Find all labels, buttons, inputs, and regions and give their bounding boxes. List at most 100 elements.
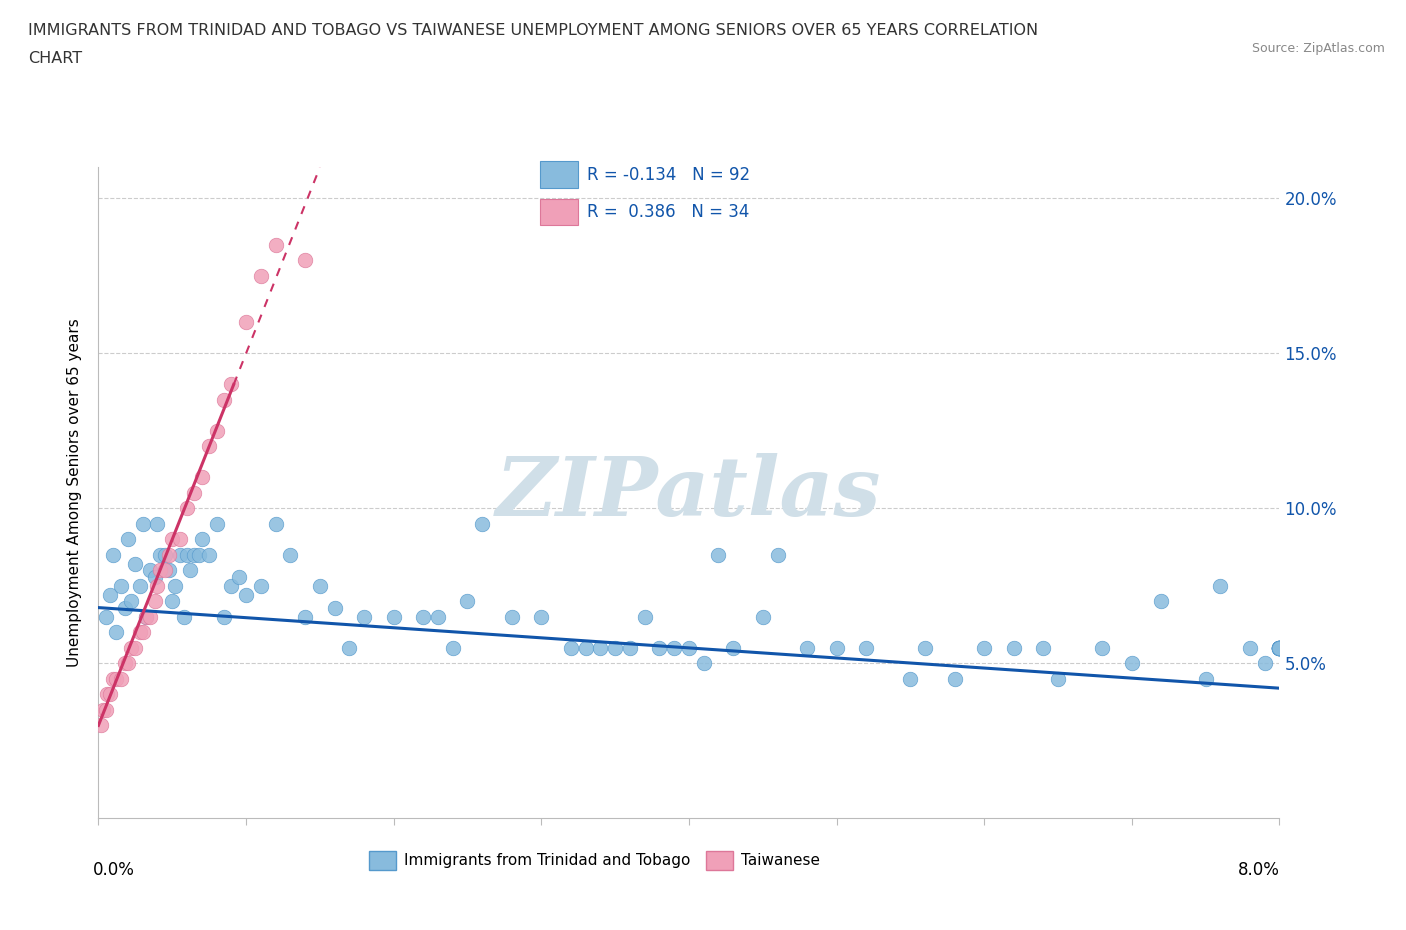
Point bbox=[664, 641, 686, 656]
Point bbox=[1268, 641, 1291, 656]
Point bbox=[973, 641, 995, 656]
Point bbox=[427, 609, 450, 624]
Point bbox=[1268, 641, 1291, 656]
Point bbox=[205, 423, 228, 438]
Point bbox=[105, 625, 128, 640]
Point bbox=[648, 641, 671, 656]
Point bbox=[105, 671, 128, 686]
Point bbox=[723, 641, 745, 656]
Point bbox=[294, 609, 316, 624]
Point bbox=[457, 594, 479, 609]
Point bbox=[143, 569, 166, 584]
Text: IMMIGRANTS FROM TRINIDAD AND TOBAGO VS TAIWANESE UNEMPLOYMENT AMONG SENIORS OVER: IMMIGRANTS FROM TRINIDAD AND TOBAGO VS T… bbox=[28, 23, 1038, 38]
Point bbox=[605, 641, 627, 656]
Point bbox=[90, 718, 112, 733]
Point bbox=[619, 641, 641, 656]
Point bbox=[1046, 671, 1070, 686]
Point bbox=[146, 578, 169, 593]
Point bbox=[169, 532, 191, 547]
Point bbox=[132, 516, 155, 531]
Text: R =  0.386   N = 34: R = 0.386 N = 34 bbox=[586, 203, 749, 221]
Point bbox=[943, 671, 966, 686]
Point bbox=[382, 609, 405, 624]
Point bbox=[250, 269, 273, 284]
Point bbox=[1195, 671, 1218, 686]
Text: 8.0%: 8.0% bbox=[1237, 861, 1279, 879]
Text: R = -0.134   N = 92: R = -0.134 N = 92 bbox=[586, 166, 749, 184]
Point bbox=[693, 656, 716, 671]
Point bbox=[353, 609, 375, 624]
Point bbox=[323, 600, 346, 615]
Point bbox=[128, 578, 150, 593]
Point bbox=[1150, 594, 1173, 609]
Point bbox=[187, 548, 209, 563]
Point bbox=[153, 563, 176, 578]
Point bbox=[264, 516, 287, 531]
Point bbox=[114, 600, 136, 615]
Point bbox=[183, 548, 205, 563]
Point bbox=[1268, 641, 1291, 656]
Point bbox=[191, 532, 214, 547]
Point bbox=[228, 569, 250, 584]
Point bbox=[1254, 656, 1277, 671]
Point bbox=[530, 609, 553, 624]
Point bbox=[339, 641, 361, 656]
Point bbox=[1268, 641, 1291, 656]
Point bbox=[162, 594, 183, 609]
Legend: Immigrants from Trinidad and Tobago, Taiwanese: Immigrants from Trinidad and Tobago, Tai… bbox=[363, 845, 827, 876]
Point bbox=[149, 548, 172, 563]
Point bbox=[1268, 641, 1291, 656]
Point bbox=[103, 548, 125, 563]
Point bbox=[135, 609, 157, 624]
Point bbox=[501, 609, 523, 624]
Point bbox=[212, 609, 235, 624]
Point bbox=[132, 625, 155, 640]
Point bbox=[98, 588, 121, 603]
Point bbox=[1268, 641, 1291, 656]
Point bbox=[124, 557, 146, 572]
Y-axis label: Unemployment Among Seniors over 65 years: Unemployment Among Seniors over 65 years bbox=[67, 319, 83, 668]
FancyBboxPatch shape bbox=[540, 198, 578, 225]
Text: 0.0%: 0.0% bbox=[93, 861, 135, 879]
Point bbox=[157, 548, 180, 563]
Point bbox=[176, 548, 198, 563]
Point bbox=[235, 315, 257, 330]
Point bbox=[1091, 641, 1114, 656]
Point bbox=[146, 516, 169, 531]
Point bbox=[678, 641, 700, 656]
Point bbox=[117, 656, 139, 671]
Point bbox=[1268, 641, 1291, 656]
Text: Source: ZipAtlas.com: Source: ZipAtlas.com bbox=[1251, 42, 1385, 55]
Point bbox=[205, 516, 228, 531]
Point bbox=[198, 439, 221, 454]
Point bbox=[796, 641, 818, 656]
Point bbox=[135, 609, 157, 624]
Point bbox=[183, 485, 205, 500]
Point bbox=[94, 609, 117, 624]
Point bbox=[149, 563, 172, 578]
Point bbox=[575, 641, 598, 656]
Point bbox=[235, 588, 257, 603]
Point bbox=[176, 501, 198, 516]
Point bbox=[94, 702, 117, 717]
Point bbox=[128, 625, 150, 640]
Point bbox=[309, 578, 332, 593]
Point bbox=[752, 609, 775, 624]
Point bbox=[280, 548, 302, 563]
Point bbox=[212, 392, 235, 407]
Point bbox=[560, 641, 582, 656]
Point bbox=[96, 687, 118, 702]
Point bbox=[114, 656, 136, 671]
Point bbox=[98, 687, 121, 702]
Point bbox=[634, 609, 657, 624]
Point bbox=[1268, 641, 1291, 656]
Point bbox=[250, 578, 273, 593]
Point bbox=[110, 578, 132, 593]
Point bbox=[221, 377, 243, 392]
Point bbox=[191, 470, 214, 485]
Point bbox=[117, 532, 139, 547]
Point bbox=[1268, 641, 1291, 656]
Point bbox=[165, 578, 187, 593]
Text: CHART: CHART bbox=[28, 51, 82, 66]
Point bbox=[471, 516, 494, 531]
